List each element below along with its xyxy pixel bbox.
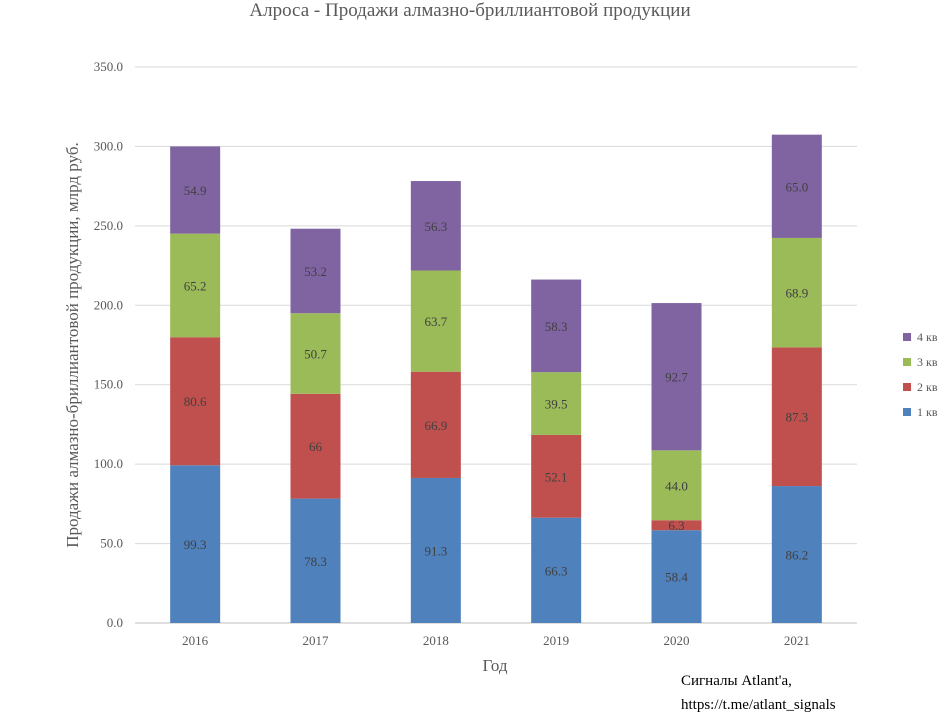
bar-segment <box>531 434 582 518</box>
x-axis-title: Год <box>483 656 508 675</box>
data-label: 80.6 <box>184 394 207 409</box>
bar-segment <box>410 181 461 271</box>
bar-segment <box>170 337 221 466</box>
data-label: 86.2 <box>785 548 808 563</box>
data-label: 50.7 <box>304 346 327 361</box>
data-label: 87.3 <box>785 410 808 425</box>
data-label: 6.3 <box>668 518 684 533</box>
data-label: 66 <box>309 439 323 454</box>
data-label: 91.3 <box>424 543 447 558</box>
data-label: 52.1 <box>545 469 568 484</box>
bar-segment <box>410 270 461 372</box>
x-tick-label: 2021 <box>784 633 810 648</box>
x-tick-label: 2020 <box>664 633 690 648</box>
y-tick-label: 300.0 <box>94 138 123 153</box>
legend-label: 2 кв <box>917 380 938 394</box>
data-label: 99.3 <box>184 537 207 552</box>
bar-segment <box>410 477 461 623</box>
x-tick-label: 2019 <box>543 633 569 648</box>
data-label: 63.7 <box>424 314 447 329</box>
legend-swatch <box>903 408 911 416</box>
bar-segment <box>290 228 341 314</box>
legend-swatch <box>903 358 911 366</box>
bar-segment <box>410 371 461 478</box>
bar-segment <box>531 279 582 373</box>
y-tick-label: 250.0 <box>94 218 123 233</box>
data-label: 39.5 <box>545 397 568 412</box>
legend-swatch <box>903 333 911 341</box>
tick-labels: 0.0 50.0 100.0 150.0 200.0 250.0 300.0 350.0 201… <box>94 59 810 648</box>
data-label: 68.9 <box>785 286 808 301</box>
bar-segment <box>531 372 582 435</box>
credit-line-2: https://t.me/atlant_signals <box>681 697 836 713</box>
bar-segment <box>290 313 341 394</box>
bar-segment <box>170 233 221 338</box>
bar-segment <box>531 517 582 623</box>
data-label: 66.9 <box>424 418 447 433</box>
legend-label: 3 кв <box>917 355 938 369</box>
y-tick-label: 50.0 <box>100 536 123 551</box>
data-label: 58.4 <box>665 570 688 585</box>
legend-label: 1 кв <box>917 405 938 419</box>
y-tick-label: 200.0 <box>94 297 123 312</box>
x-tick-label: 2017 <box>303 633 330 648</box>
data-label: 53.2 <box>304 264 327 279</box>
y-tick-label: 0.0 <box>107 615 123 630</box>
legend-swatch <box>903 383 911 391</box>
bar-segment <box>290 498 341 623</box>
data-label: 65.0 <box>785 179 808 194</box>
bar-segment <box>651 530 702 623</box>
y-axis-title: Продажи алмазно-бриллиантовой продукции,… <box>63 142 82 548</box>
bar-segment <box>771 347 822 487</box>
data-label: 78.3 <box>304 554 327 569</box>
y-tick-label: 150.0 <box>94 377 123 392</box>
bar-segment <box>651 450 702 521</box>
bar-segment <box>771 486 822 623</box>
data-label: 56.3 <box>424 219 447 234</box>
gridlines <box>135 66 857 624</box>
bars <box>170 134 822 623</box>
y-tick-label: 100.0 <box>94 456 123 471</box>
bar-segment <box>771 134 822 238</box>
x-tick-label: 2018 <box>423 633 449 648</box>
bar-segment <box>290 393 341 499</box>
bar-segment <box>651 303 702 451</box>
data-label: 65.2 <box>184 278 207 293</box>
data-label: 66.3 <box>545 563 568 578</box>
legend: 4 кв 3 кв 2 кв 1 кв <box>903 330 938 419</box>
x-tick-label: 2016 <box>182 633 209 648</box>
legend-label: 4 кв <box>917 330 938 344</box>
credit-line-1: Сигналы Atlant'a, <box>681 673 792 689</box>
bar-segment <box>170 146 221 234</box>
bar-segment <box>651 520 702 531</box>
data-labels: 99.3 80.6 65.2 54.9 78.3 66 50.7 53.2 91.3 66.9 63… <box>184 179 808 584</box>
bar-segment <box>771 237 822 348</box>
y-tick-label: 350.0 <box>94 59 123 74</box>
data-label: 54.9 <box>184 183 207 198</box>
data-label: 44.0 <box>665 478 688 493</box>
chart-title: Алроса - Продажи алмазно-бриллиантовой п… <box>249 0 690 21</box>
bar-segment <box>170 465 221 623</box>
data-label: 58.3 <box>545 319 568 334</box>
data-label: 92.7 <box>665 370 688 385</box>
